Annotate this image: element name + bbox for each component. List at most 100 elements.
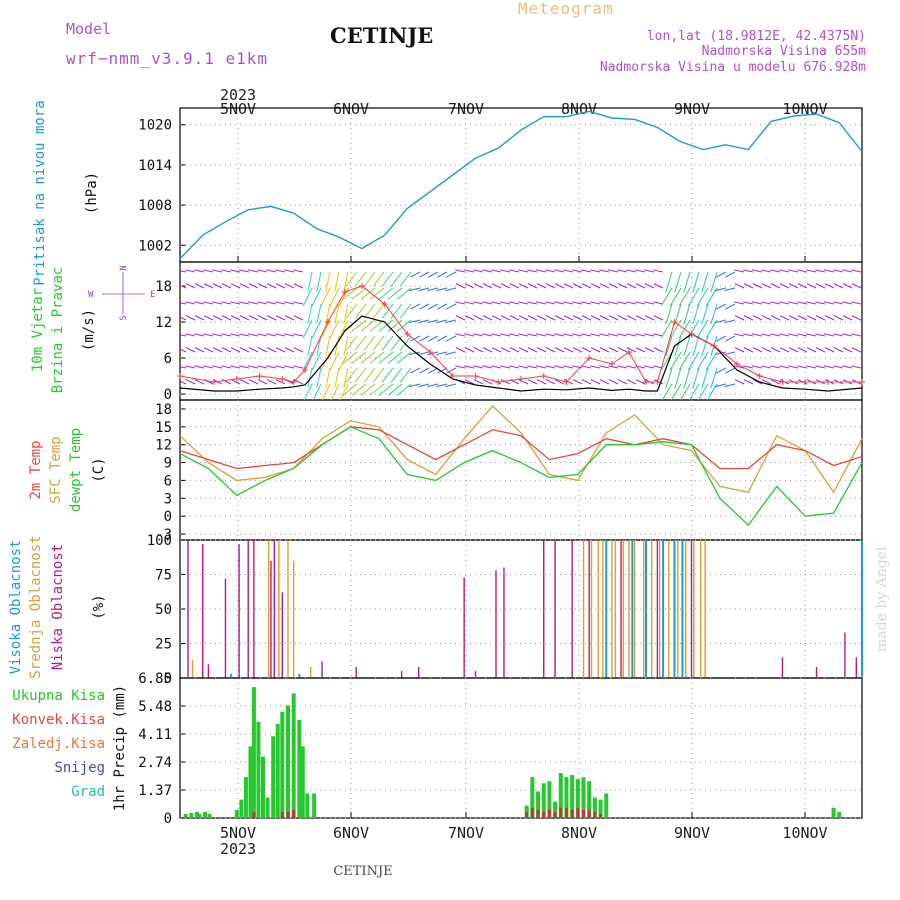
wind-barb <box>608 379 619 385</box>
wind-barb <box>752 301 763 305</box>
wind-barb <box>307 303 313 324</box>
wind-barb <box>518 365 529 369</box>
wind-barb <box>545 315 556 321</box>
wind-barb <box>221 333 232 337</box>
wind-barb <box>572 301 583 305</box>
wind-barb <box>590 315 601 321</box>
wind-barb <box>590 301 601 305</box>
precip-bar-conv <box>547 809 551 818</box>
wind-barb <box>464 333 475 337</box>
gust-marker <box>472 373 479 379</box>
precip-bar-total <box>189 812 194 818</box>
wind-barb <box>563 347 574 353</box>
wind-barb <box>806 333 817 337</box>
wind-barb <box>626 269 637 273</box>
wind-barb <box>369 319 385 332</box>
wind-barb <box>212 365 223 369</box>
wind-barb <box>473 347 484 353</box>
precip-bar-conv <box>536 809 540 818</box>
wind-barb <box>527 379 538 385</box>
wind-barb <box>752 283 763 289</box>
wind-barb <box>239 315 250 321</box>
wind-barb <box>257 347 268 353</box>
wind-barb <box>230 269 241 273</box>
wind-barb <box>725 271 736 278</box>
precip-bar-total <box>234 809 239 818</box>
wind-barb <box>824 283 835 289</box>
wind-barb <box>665 271 673 293</box>
wind-barb <box>180 348 187 353</box>
wind-barb <box>266 379 277 385</box>
wind-barb <box>455 333 466 337</box>
gust-marker <box>495 379 502 385</box>
wind-barb <box>770 347 781 353</box>
wind-barb <box>275 379 286 385</box>
wind-barb <box>230 365 241 369</box>
wind-barb <box>185 347 196 353</box>
wind-barb <box>203 365 214 369</box>
wind-barb <box>626 333 637 337</box>
wind-barb <box>230 283 241 289</box>
pressure-unit: (hPa) <box>84 172 100 214</box>
station-title: CETINJE <box>330 23 433 48</box>
wind-barb <box>806 347 817 353</box>
wind-barb <box>410 367 421 374</box>
wind-barb <box>436 319 448 324</box>
precip-unit: 1hr Precip (mm) <box>112 685 128 811</box>
wind-barb <box>378 351 394 364</box>
wind-barb <box>180 366 187 369</box>
wind-barb <box>428 303 439 310</box>
gust-marker <box>625 349 632 355</box>
wind-barb <box>437 303 448 310</box>
wind-barb <box>797 347 808 353</box>
cloud-unit: (%) <box>91 594 107 619</box>
wind-barb <box>716 335 727 342</box>
wind-barb <box>248 283 259 289</box>
gust-marker <box>358 283 365 289</box>
wind-barb <box>257 269 268 273</box>
gust-marker <box>449 373 456 379</box>
wind-barb <box>644 301 655 305</box>
wind-barb <box>399 271 412 287</box>
wind-barb <box>378 319 394 332</box>
wind-barb <box>409 383 421 388</box>
wind-barb <box>660 351 673 371</box>
wind-barb <box>293 301 304 305</box>
wind-barb <box>372 271 385 287</box>
wind-barb <box>833 333 844 337</box>
wind-barb <box>824 347 835 353</box>
wind-barb <box>284 283 295 289</box>
wind-barb <box>284 315 295 321</box>
wind-barb <box>815 333 826 337</box>
wind-barb <box>842 315 853 321</box>
wind-barb <box>185 283 196 289</box>
wind-barb <box>572 333 583 337</box>
wind-barb <box>509 347 520 353</box>
wind-barb <box>387 319 403 332</box>
year-top: 2023 <box>220 86 256 104</box>
wind-barb <box>381 335 394 351</box>
wind-barb <box>660 319 673 339</box>
wind-barb <box>410 303 421 310</box>
wind-barb <box>545 379 556 385</box>
wind-barb <box>734 283 745 289</box>
precip-bar-conv <box>593 811 597 818</box>
wind-barb <box>334 271 340 292</box>
wind-barb <box>716 303 727 310</box>
wind-barb <box>320 319 331 339</box>
wind-barb <box>363 335 376 351</box>
precip-bar-total <box>564 777 569 818</box>
wind-barb <box>464 269 475 273</box>
wind-barb <box>446 303 457 310</box>
wind-barb <box>334 367 340 388</box>
wind-barb <box>221 283 232 289</box>
wind-barb <box>599 315 610 321</box>
wind-barb <box>725 367 736 374</box>
wind-barb <box>581 365 592 369</box>
wind-barb <box>599 347 610 353</box>
gust-marker <box>540 373 547 379</box>
wind-barb <box>696 319 709 339</box>
y-tick-label: 3 <box>164 491 172 507</box>
wind-barb <box>770 379 781 385</box>
precip-bar-conv <box>599 813 603 818</box>
